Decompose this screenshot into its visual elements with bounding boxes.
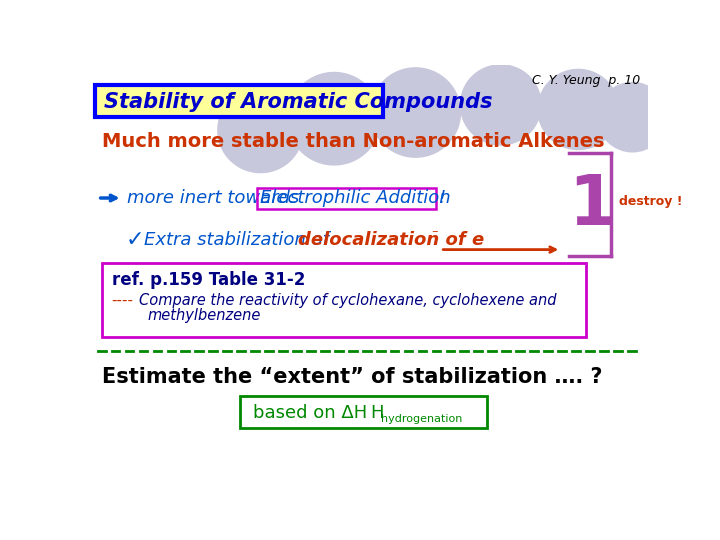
Text: delocalization of e: delocalization of e xyxy=(297,231,484,249)
Circle shape xyxy=(287,72,381,165)
Circle shape xyxy=(218,88,303,173)
Text: Estimate the “extent” of stabilization …. ?: Estimate the “extent” of stabilization …… xyxy=(102,367,602,387)
Text: destroy !: destroy ! xyxy=(618,195,682,208)
Text: Electrophilic Addition: Electrophilic Addition xyxy=(261,189,451,207)
Text: C. Y. Yeung  p. 10: C. Y. Yeung p. 10 xyxy=(532,74,640,87)
Text: ref. p.159 Table 31-2: ref. p.159 Table 31-2 xyxy=(112,272,305,289)
Text: Much more stable than Non-aromatic Alkenes: Much more stable than Non-aromatic Alken… xyxy=(102,132,604,151)
Circle shape xyxy=(538,70,618,150)
Text: hydrogenation: hydrogenation xyxy=(381,414,462,424)
FancyBboxPatch shape xyxy=(94,85,383,117)
Text: based on ΔH: based on ΔH xyxy=(253,404,367,422)
Text: more inert towards: more inert towards xyxy=(127,189,305,207)
Text: Stability of Aromatic Compounds: Stability of Aromatic Compounds xyxy=(104,92,492,112)
FancyBboxPatch shape xyxy=(102,264,586,338)
Text: 1: 1 xyxy=(568,172,616,239)
Circle shape xyxy=(371,68,461,157)
Text: ----: ---- xyxy=(112,293,134,308)
Text: methylbenzene: methylbenzene xyxy=(148,308,261,323)
Text: Compare the reactivity of cyclohexane, cyclohexene and: Compare the reactivity of cyclohexane, c… xyxy=(139,293,557,308)
Text: ✓: ✓ xyxy=(126,231,144,251)
Circle shape xyxy=(461,65,541,145)
Text: ⁻: ⁻ xyxy=(431,228,438,241)
Text: !: ! xyxy=(438,189,446,207)
Circle shape xyxy=(598,83,667,152)
Text: Extra stabilization of: Extra stabilization of xyxy=(144,231,335,249)
Text: H: H xyxy=(370,404,383,422)
